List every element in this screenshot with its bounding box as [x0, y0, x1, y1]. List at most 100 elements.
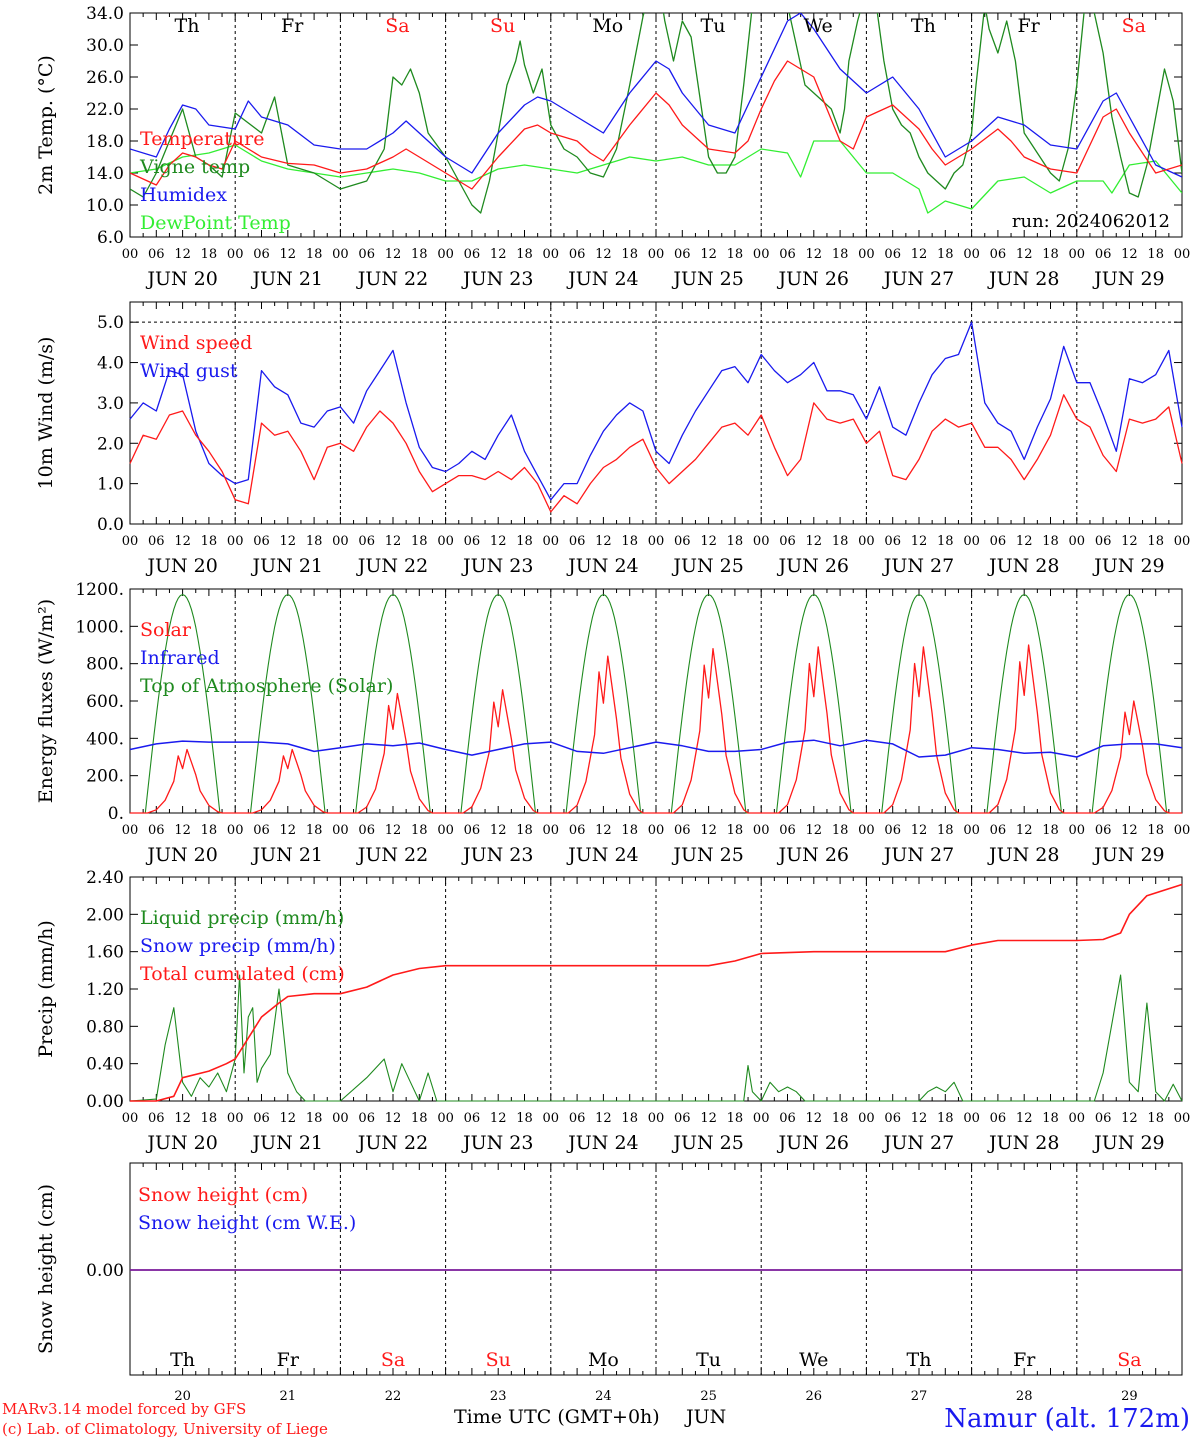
hour-tick-label: 06 [358, 1111, 375, 1126]
legend-liquid-precip-mm-h-: Liquid precip (mm/h) [140, 907, 344, 929]
hour-tick-label: 12 [1016, 823, 1033, 838]
panel-4: 0.00 0.40 0.80 1.20 1.60 2.00 2.40 Precip (mm/h… [35, 868, 1190, 1154]
hour-tick-label: 18 [201, 1111, 218, 1126]
hour-tick-label: 00 [963, 247, 980, 262]
y-tick-label: 1.20 [86, 980, 124, 1000]
hour-tick-label: 18 [516, 247, 533, 262]
hour-tick-label: 18 [621, 534, 638, 549]
weekday-label: Fr [1013, 1349, 1036, 1371]
weekday-label: Sa [381, 1349, 405, 1371]
hour-tick-label: 12 [806, 534, 823, 549]
y-tick-label: 2.40 [86, 868, 124, 888]
y-axis-label: Energy fluxes (W/m²) [35, 599, 57, 803]
hour-tick-label: 00 [543, 823, 560, 838]
hour-tick-label: 06 [990, 247, 1007, 262]
weekday-label: Fr [281, 15, 304, 37]
series-wind-gust [129, 321, 1183, 501]
hour-tick-label: 12 [174, 823, 191, 838]
y-tick-label: 0.40 [86, 1055, 124, 1075]
hour-tick-label: 12 [385, 1111, 402, 1126]
hour-tick-label: 12 [911, 823, 928, 838]
hour-tick-label: 06 [779, 247, 796, 262]
y-tick-label: 600. [86, 692, 124, 712]
weekday-label: Sa [385, 15, 409, 37]
hour-tick-label: 00 [963, 823, 980, 838]
hour-tick-label: 12 [806, 1111, 823, 1126]
hour-tick-label: 12 [174, 1111, 191, 1126]
day-number-label: 28 [1016, 1389, 1033, 1404]
hour-tick-label: 00 [332, 823, 349, 838]
hour-tick-label: 00 [1174, 823, 1191, 838]
y-axis-label: 10m Wind (m/s) [35, 337, 57, 490]
hour-tick-label: 00 [437, 1111, 454, 1126]
hour-tick-label: 00 [753, 1111, 770, 1126]
date-label: JUN 28 [987, 844, 1059, 866]
hour-tick-label: 12 [595, 823, 612, 838]
hour-tick-label: 06 [884, 534, 901, 549]
hour-tick-label: 12 [595, 247, 612, 262]
hour-tick-label: 00 [648, 534, 665, 549]
hour-tick-label: 12 [385, 247, 402, 262]
y-tick-label: 2.0 [97, 434, 124, 454]
hour-tick-label: 00 [227, 247, 244, 262]
hour-tick-label: 12 [1121, 534, 1138, 549]
hour-tick-label: 06 [884, 823, 901, 838]
hour-tick-label: 00 [963, 1111, 980, 1126]
hour-tick-label: 00 [227, 1111, 244, 1126]
y-tick-label: 30.0 [86, 36, 124, 56]
hour-tick-label: 12 [595, 534, 612, 549]
date-label: JUN 28 [987, 268, 1059, 290]
hour-tick-label: 06 [884, 247, 901, 262]
legend-total-cumulated-cm-: Total cumulated (cm) [140, 963, 345, 985]
x-axis-label: Time UTC (GMT+0h) [454, 1406, 660, 1428]
hour-tick-label: 06 [569, 1111, 586, 1126]
hour-tick-label: 18 [306, 247, 323, 262]
series-wind-speed [129, 394, 1183, 513]
hour-tick-label: 00 [648, 1111, 665, 1126]
hour-tick-label: 06 [779, 534, 796, 549]
hour-tick-label: 18 [832, 823, 849, 838]
hour-tick-label: 18 [621, 823, 638, 838]
hour-tick-label: 00 [858, 534, 875, 549]
hour-tick-label: 06 [148, 534, 165, 549]
hour-tick-label: 00 [1069, 534, 1086, 549]
hour-tick-label: 18 [1147, 823, 1164, 838]
hour-tick-label: 12 [1121, 1111, 1138, 1126]
date-label: JUN 26 [777, 555, 849, 577]
hour-tick-label: 00 [1069, 823, 1086, 838]
hour-tick-label: 00 [437, 534, 454, 549]
date-label: JUN 23 [461, 1132, 533, 1154]
hour-tick-label: 06 [464, 1111, 481, 1126]
date-label: JUN 27 [882, 555, 954, 577]
hour-tick-label: 18 [937, 534, 954, 549]
hour-tick-label: 12 [700, 247, 717, 262]
day-number-label: 25 [700, 1389, 717, 1404]
day-number-label: 21 [280, 1389, 297, 1404]
weekday-label: Tu [701, 15, 726, 37]
date-label: JUN 24 [566, 555, 638, 577]
weekday-label: Th [907, 1349, 932, 1371]
hour-tick-label: 06 [990, 1111, 1007, 1126]
hour-tick-label: 12 [490, 534, 507, 549]
hour-tick-label: 00 [227, 823, 244, 838]
hour-tick-label: 00 [437, 823, 454, 838]
hour-tick-label: 00 [122, 534, 139, 549]
series-total-cumulated [130, 883, 1183, 1102]
panel-1: 6.0 10.0 14.0 18.0 22.0 26.0 30.0 34.0 2m Temp. … [35, 4, 1190, 290]
legend-vigne-temp: Vigne temp [139, 156, 250, 178]
hour-tick-label: 18 [411, 1111, 428, 1126]
legend-solar: Solar [140, 619, 192, 641]
date-label: JUN 25 [671, 268, 743, 290]
date-label: JUN 24 [566, 844, 638, 866]
series-vigne-temp [130, 13, 1182, 214]
day-number-label: 20 [174, 1389, 191, 1404]
date-label: JUN 29 [1092, 268, 1164, 290]
hour-tick-label: 00 [437, 247, 454, 262]
y-axis-label: Precip (mm/h) [35, 920, 57, 1058]
hour-tick-label: 06 [779, 1111, 796, 1126]
hour-tick-label: 06 [148, 823, 165, 838]
weekday-label: Fr [277, 1349, 300, 1371]
day-number-label: 26 [806, 1389, 823, 1404]
day-number-label: 27 [911, 1389, 928, 1404]
